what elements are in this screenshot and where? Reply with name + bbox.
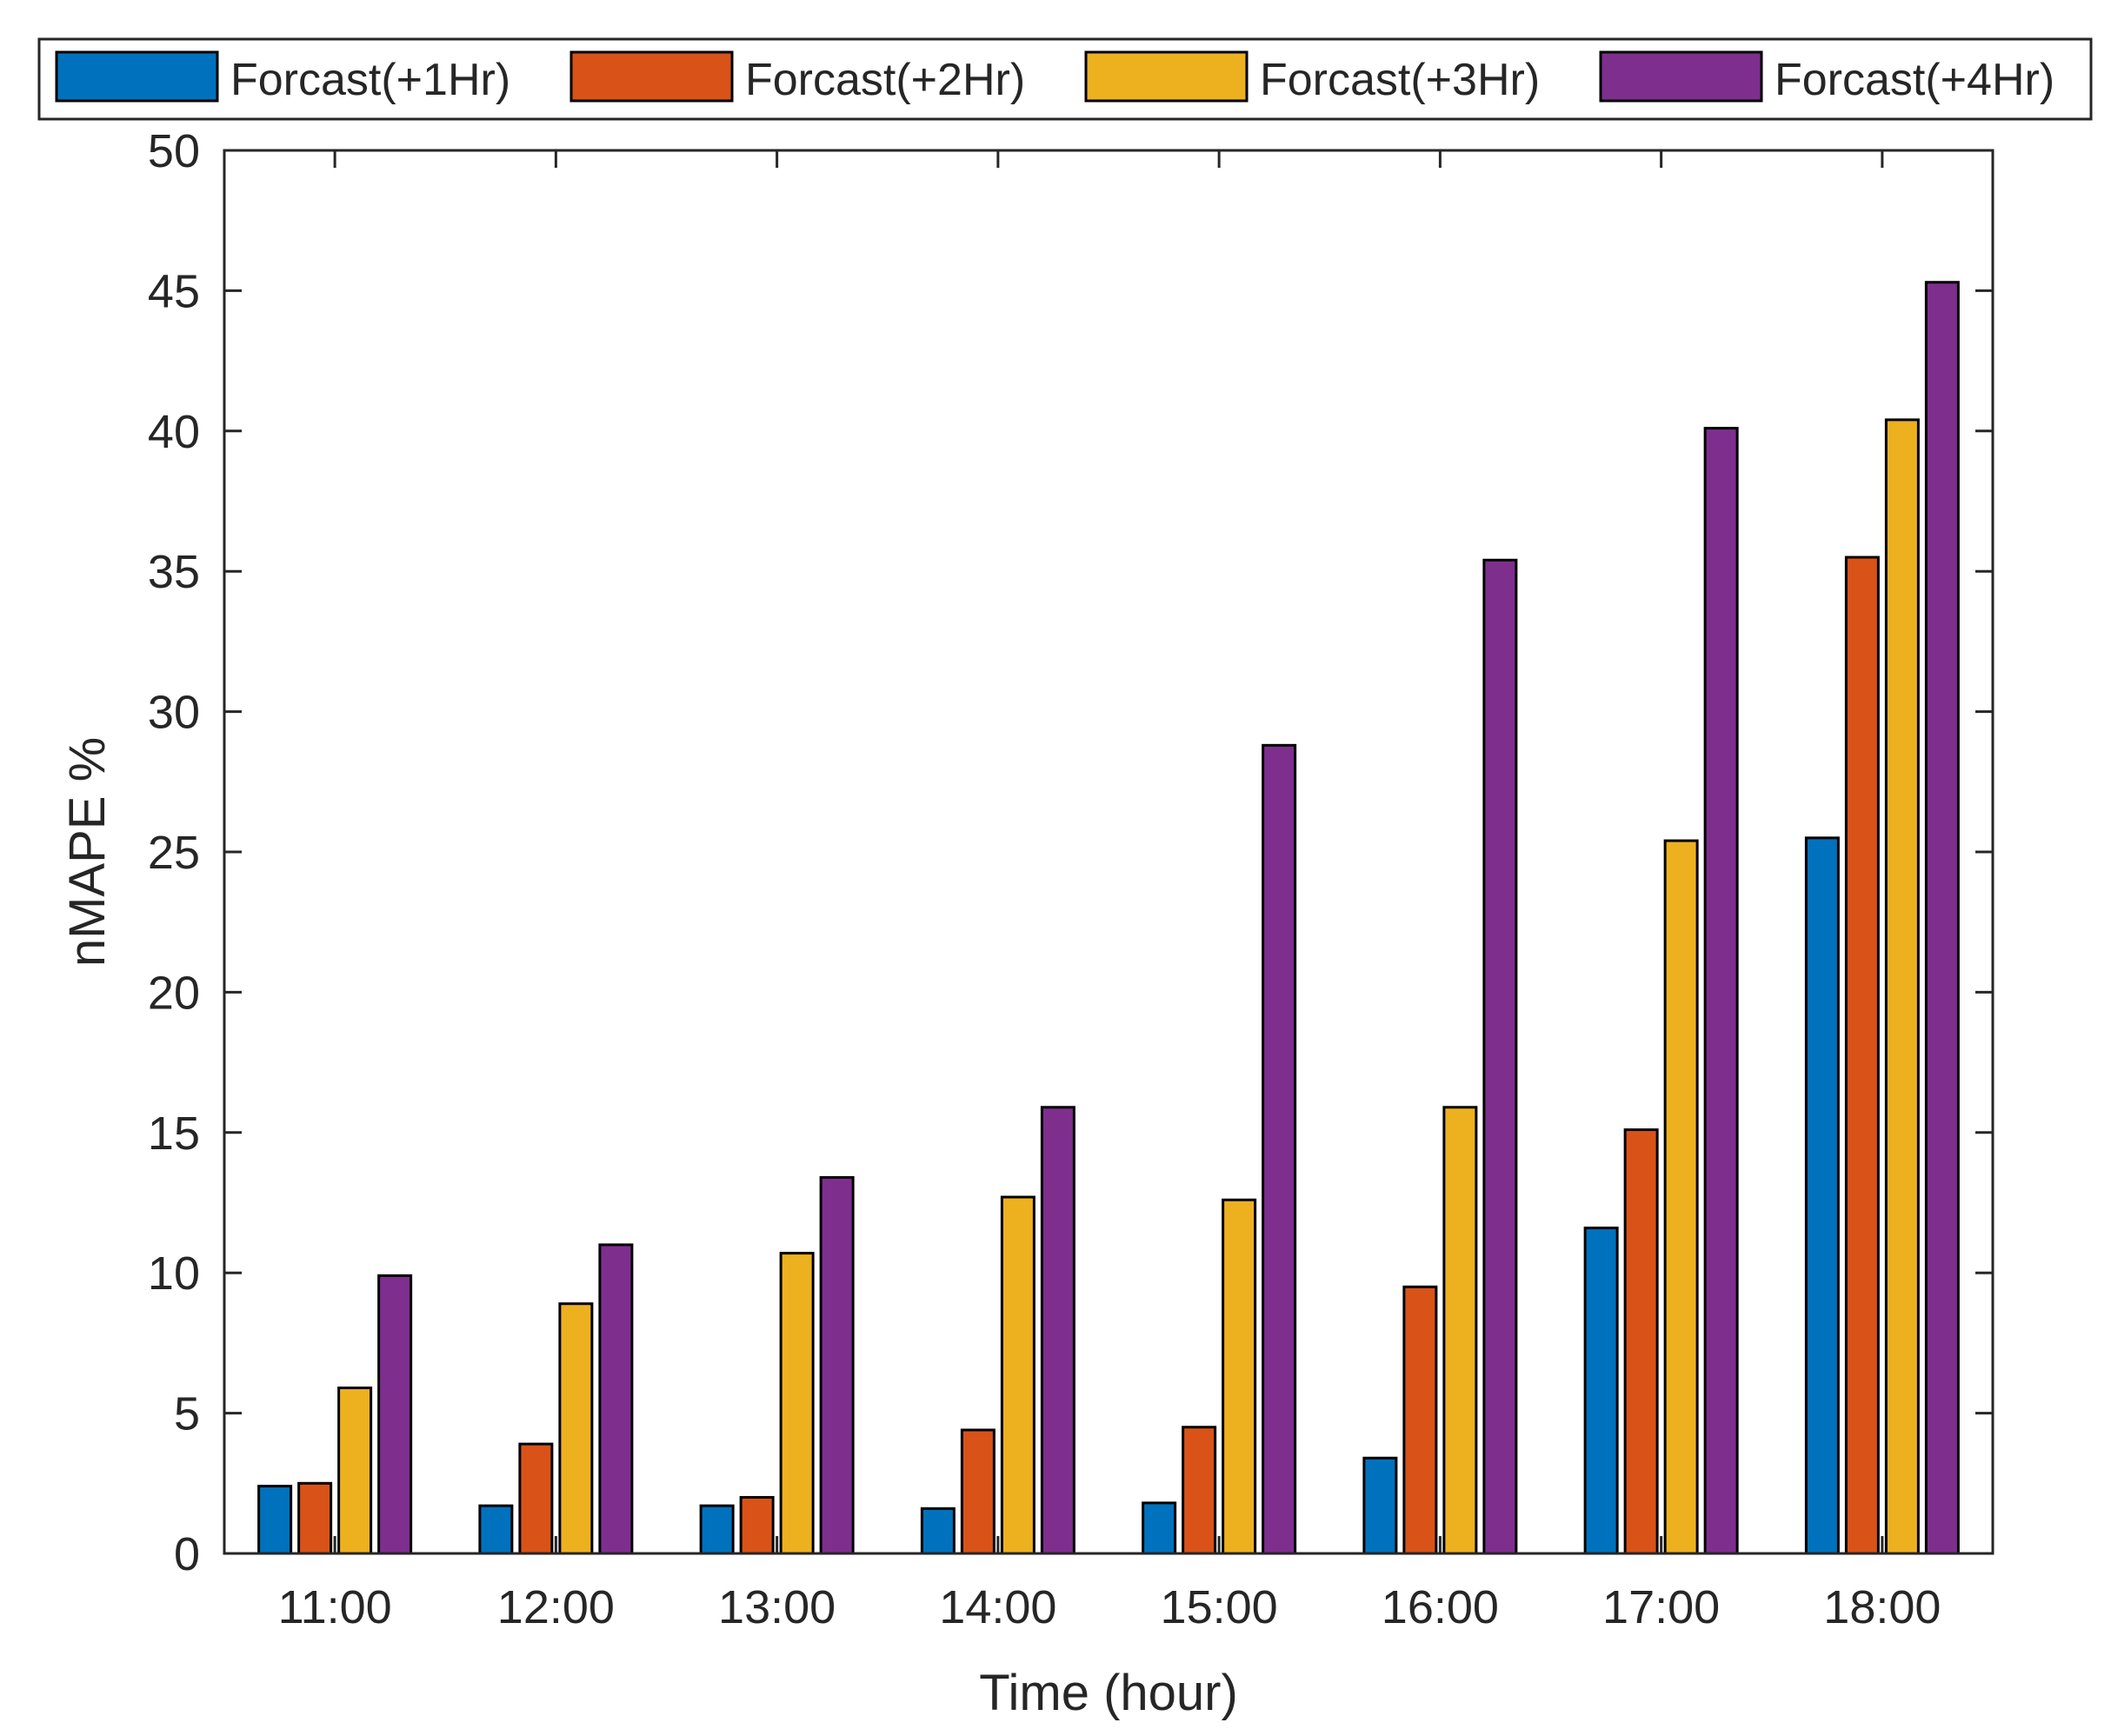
y-tick-label: 25 <box>148 827 200 879</box>
bar <box>1402 1285 1438 1555</box>
bar <box>1623 1128 1659 1555</box>
bar <box>518 1442 554 1555</box>
bar <box>1663 839 1699 1555</box>
bar <box>1222 1198 1257 1555</box>
bar <box>1182 1426 1217 1555</box>
y-axis-label: nMAPE % <box>59 737 116 967</box>
bar <box>1703 427 1739 1555</box>
legend-label: Forcast(+1Hr) <box>230 55 510 105</box>
y-tick-label: 20 <box>148 967 200 1019</box>
bar <box>1844 555 1880 1555</box>
legend-label: Forcast(+4Hr) <box>1775 55 2054 105</box>
bar <box>558 1302 594 1555</box>
bar <box>779 1252 815 1555</box>
y-tick-label: 0 <box>174 1528 200 1580</box>
bar <box>1362 1456 1398 1555</box>
legend-swatch <box>55 50 219 103</box>
x-tick-label: 18:00 <box>1823 1581 1941 1633</box>
x-tick-label: 16:00 <box>1382 1581 1499 1633</box>
x-tick-label: 13:00 <box>718 1581 836 1633</box>
x-tick-label: 14:00 <box>939 1581 1056 1633</box>
bar <box>1142 1501 1177 1555</box>
y-tick-label: 50 <box>148 125 200 177</box>
legend-label: Forcast(+2Hr) <box>745 55 1025 105</box>
legend-label: Forcast(+3Hr) <box>1260 55 1540 105</box>
bar <box>1924 281 1960 1555</box>
y-tick-label: 5 <box>174 1388 200 1440</box>
y-tick-label: 10 <box>148 1247 200 1300</box>
bar <box>920 1507 956 1555</box>
bar <box>257 1485 293 1555</box>
bar <box>1884 418 1920 1555</box>
bar <box>337 1387 373 1555</box>
x-tick-label: 11:00 <box>278 1581 392 1633</box>
bar <box>1000 1195 1036 1555</box>
bar <box>377 1274 413 1555</box>
bar <box>478 1504 514 1555</box>
legend-swatch <box>1599 50 1763 103</box>
bar <box>1804 836 1840 1555</box>
bar <box>1583 1227 1619 1555</box>
bar <box>297 1481 333 1555</box>
bar <box>1442 1106 1478 1555</box>
y-tick-label: 35 <box>148 546 200 598</box>
bar <box>960 1428 996 1555</box>
y-tick-label: 15 <box>148 1107 200 1160</box>
y-tick-label: 45 <box>148 265 200 317</box>
bar <box>598 1243 634 1555</box>
bar <box>819 1175 855 1555</box>
x-tick-label: 15:00 <box>1161 1581 1278 1633</box>
bar <box>1262 743 1297 1555</box>
legend-swatch <box>1084 50 1249 103</box>
y-tick-label: 40 <box>148 406 200 458</box>
bar <box>1040 1106 1075 1555</box>
bar <box>699 1504 735 1555</box>
x-axis-label: Time (hour) <box>979 1665 1238 1721</box>
x-tick-label: 12:00 <box>497 1581 615 1633</box>
bar <box>739 1495 775 1555</box>
legend: Forcast(+1Hr) Forcast(+2Hr) Forcast(+3Hr) F… <box>37 37 2093 121</box>
y-tick-label: 30 <box>148 687 200 739</box>
x-tick-label: 17:00 <box>1602 1581 1720 1633</box>
legend-swatch <box>569 50 734 103</box>
plot-area: 0 5 10 15 20 25 30 35 40 45 50 11:00 12:00 13:00 14:0… <box>148 125 1994 1633</box>
bar <box>1482 558 1518 1555</box>
